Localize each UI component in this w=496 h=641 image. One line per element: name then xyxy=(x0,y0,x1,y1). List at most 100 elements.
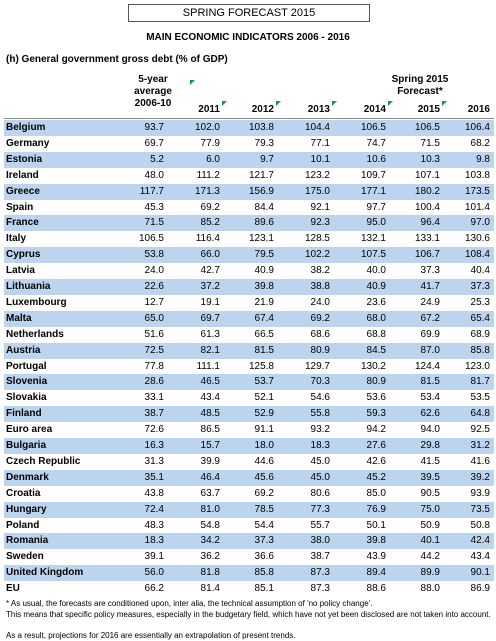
table-row: EU 66.2 81.4 85.1 87.3 88.6 88.0 86.9 xyxy=(4,581,494,597)
value-cell: 81.5 xyxy=(420,376,440,388)
value-cell: 103.8 xyxy=(464,169,490,181)
country-name: Italy xyxy=(6,233,27,245)
value-cell: 23.6 xyxy=(366,296,386,308)
table-row: Belgium 93.7 102.0 103.8 104.4 106.5 106.5 106.… xyxy=(4,120,494,136)
value-cell: 88.6 xyxy=(366,583,386,595)
country-name: Czech Republic xyxy=(6,455,81,467)
country-name: Bulgaria xyxy=(6,440,47,451)
main-title: MAIN ECONOMIC INDICATORS 2006 - 2016 xyxy=(146,32,350,43)
value-cell: 10.3 xyxy=(420,153,440,165)
value-cell: 177.1 xyxy=(360,185,386,197)
value-cell: 85.1 xyxy=(254,583,274,595)
value-cell: 86.5 xyxy=(200,424,220,436)
value-cell: 66.2 xyxy=(144,583,164,595)
table-row: Czech Republic 31.3 39.9 44.6 45.0 42.6 41.5 41… xyxy=(4,454,494,470)
table-row: Spain 45.3 69.2 84.4 92.1 97.7 100.4 101.4 xyxy=(4,200,494,216)
value-cell: 106.5 xyxy=(138,233,164,245)
country-name: Latvia xyxy=(6,265,35,277)
value-cell: 18.0 xyxy=(254,440,274,451)
value-cell: 22.6 xyxy=(144,281,164,292)
average-header: 2006-10 xyxy=(134,98,172,109)
year-header: 2013 xyxy=(307,104,330,115)
country-name: Slovakia xyxy=(6,392,47,404)
table-row: Romania 18.3 34.2 37.3 38.0 39.8 40.1 42.4 xyxy=(4,533,494,550)
value-cell: 72.6 xyxy=(144,424,164,436)
value-cell: 15.7 xyxy=(200,440,220,451)
value-cell: 92.5 xyxy=(470,424,490,436)
table-row: Portugal 77.8 111.1 125.8 129.7 130.2 124.4 123… xyxy=(4,359,494,375)
value-cell: 111.1 xyxy=(196,360,220,372)
footnote: As a result, projections for 2016 are es… xyxy=(6,631,296,640)
value-cell: 92.3 xyxy=(310,217,330,229)
value-cell: 72.4 xyxy=(144,503,164,515)
value-cell: 45.0 xyxy=(310,455,330,467)
country-name: Germany xyxy=(6,137,50,149)
value-cell: 82.1 xyxy=(200,344,220,356)
value-cell: 77.8 xyxy=(144,360,164,372)
value-cell: 31.3 xyxy=(144,455,164,467)
table-row: Slovenia 28.6 46.5 53.7 70.3 80.9 81.5 81.7 xyxy=(4,374,494,391)
forecast-header: Spring 2015 xyxy=(391,74,449,85)
value-cell: 55.7 xyxy=(310,519,330,531)
value-cell: 46.4 xyxy=(200,471,220,483)
value-cell: 93.2 xyxy=(310,424,330,436)
value-cell: 37.3 xyxy=(470,281,490,292)
value-cell: 71.5 xyxy=(420,137,440,149)
value-cell: 87.3 xyxy=(310,583,330,595)
value-cell: 67.2 xyxy=(420,312,440,324)
country-name: Poland xyxy=(6,519,40,531)
value-cell: 40.0 xyxy=(366,265,386,277)
average-header: 5-year xyxy=(138,74,168,85)
value-cell: 117.7 xyxy=(139,185,164,197)
value-cell: 85.8 xyxy=(254,567,274,579)
comment-marker xyxy=(190,80,195,85)
country-name: Spain xyxy=(6,201,34,213)
comment-marker xyxy=(222,101,227,106)
table-row: France 71.5 85.2 89.6 92.3 95.0 96.4 97.0 xyxy=(4,215,494,232)
value-cell: 103.8 xyxy=(248,122,274,133)
value-cell: 28.6 xyxy=(144,376,164,388)
value-cell: 41.7 xyxy=(420,281,440,292)
country-name: Denmark xyxy=(6,471,49,483)
country-name: Hungary xyxy=(6,503,47,515)
table-row: Italy 106.5 116.4 123.1 128.5 132.1 133.1 130.6 xyxy=(4,231,494,247)
table-row: Hungary 72.4 81.0 78.5 77.3 76.9 75.0 73.5 xyxy=(4,501,494,518)
value-cell: 42.4 xyxy=(470,535,490,547)
value-cell: 68.8 xyxy=(366,328,386,340)
value-cell: 46.5 xyxy=(200,376,220,388)
value-cell: 39.5 xyxy=(420,471,440,483)
value-cell: 106.4 xyxy=(464,122,490,133)
value-cell: 88.0 xyxy=(420,583,440,595)
value-cell: 129.7 xyxy=(304,360,330,372)
value-cell: 37.3 xyxy=(420,265,440,277)
value-cell: 54.4 xyxy=(254,519,274,531)
table-row: Ireland 48.0 111.2 121.7 123.2 109.7 107.1 103.… xyxy=(4,168,494,184)
value-cell: 59.3 xyxy=(366,408,386,420)
value-cell: 68.6 xyxy=(310,328,330,340)
value-cell: 87.0 xyxy=(420,344,440,356)
country-name: Croatia xyxy=(6,487,41,499)
value-cell: 72.5 xyxy=(144,344,164,356)
value-cell: 71.5 xyxy=(144,217,164,229)
value-cell: 89.4 xyxy=(366,567,386,579)
value-cell: 45.3 xyxy=(144,201,164,213)
value-cell: 43.4 xyxy=(200,392,220,404)
value-cell: 104.4 xyxy=(304,122,330,133)
value-cell: 68.9 xyxy=(470,328,490,340)
value-cell: 40.1 xyxy=(420,535,440,547)
value-cell: 9.8 xyxy=(476,153,490,165)
country-name: EU xyxy=(6,583,20,595)
year-header: 2016 xyxy=(467,104,490,115)
value-cell: 128.5 xyxy=(304,233,330,245)
value-cell: 81.8 xyxy=(200,567,220,579)
table-row: Poland 48.3 54.8 54.4 55.7 50.1 50.9 50.8 xyxy=(4,518,494,534)
table-row: Finland 38.7 48.5 52.9 55.8 59.3 62.6 64.8 xyxy=(4,406,494,423)
value-cell: 62.6 xyxy=(420,408,440,420)
value-cell: 75.0 xyxy=(420,503,440,515)
comment-marker xyxy=(332,101,337,106)
table-row: Greece 117.7 171.3 156.9 175.0 177.1 180.2 173.… xyxy=(4,183,494,200)
table-row: Sweden 39.1 36.2 36.6 38.7 43.9 44.2 43.4 xyxy=(4,549,494,565)
header-rule xyxy=(4,118,494,119)
value-cell: 90.1 xyxy=(470,567,490,579)
